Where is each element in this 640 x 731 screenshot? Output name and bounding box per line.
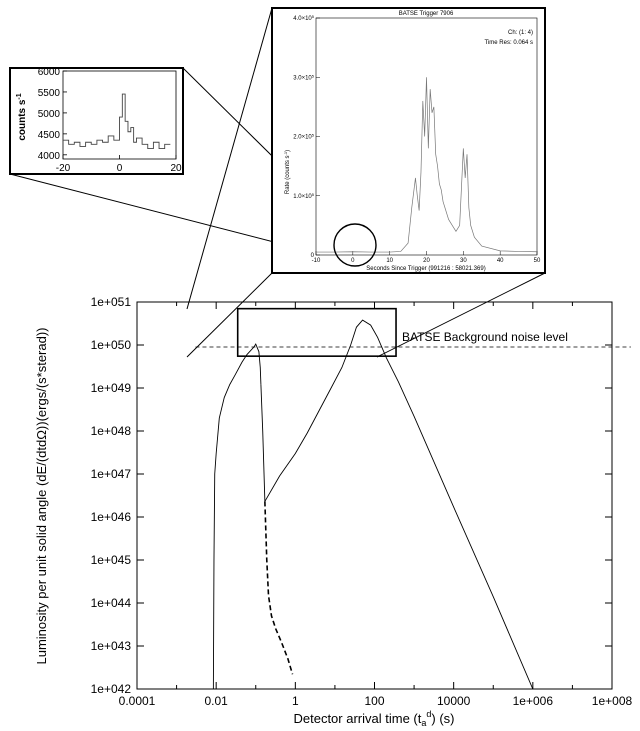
batse-y-tick-label: 4.0×105: [293, 14, 315, 22]
main-x-tick-label: 0.01: [204, 694, 228, 708]
zoom-ticks: [62, 70, 177, 159]
connector-line: [376, 272, 546, 358]
zoom-step-curve: [63, 93, 171, 149]
zoom-y-tick-label: 5000: [38, 109, 61, 120]
batse-title: BATSE Trigger 7906: [399, 11, 454, 17]
zoom-box: [236, 307, 397, 357]
batse-inset-outer-frame: [271, 7, 546, 274]
main-x-tick-label: 1e+008: [592, 694, 633, 708]
main-y-tick-label: 1e+047: [91, 467, 132, 481]
zoom-x-tick-label: 20: [170, 163, 182, 174]
batse-legend-time-res: Time Res: 0.064 s: [485, 40, 533, 46]
main-y-axis-label: Luminosity per unit solid angle (dE/(dtd…: [34, 327, 49, 664]
batse-series: [316, 77, 538, 253]
main-y-tick-label: 1e+043: [91, 639, 132, 653]
connector-line: [186, 7, 273, 310]
zoom-y-tick-label: 5500: [38, 88, 61, 99]
batse-y-tick-label: 0: [311, 253, 315, 259]
main-series-line: [264, 319, 552, 690]
batse-x-tick-label: 40: [497, 258, 504, 264]
zoom-y-tick-labels: 4000 4500 5000 5500 6000: [38, 67, 61, 162]
main-x-tick-label: 10000: [437, 694, 471, 708]
batse-x-tick-label: 50: [534, 258, 541, 264]
main-y-tick-label: 1e+044: [91, 596, 132, 610]
zoom-x-tick-label: 0: [117, 163, 123, 174]
batse-x-tick-label: 0: [351, 258, 355, 264]
main-x-tick-label: 0.0001: [119, 694, 156, 708]
batse-y-tick-label: 1.0×105: [293, 192, 315, 200]
main-y-tick-label: 1e+042: [91, 682, 132, 696]
zoom-circle: [333, 223, 377, 267]
main-y-tick-label: 1e+050: [91, 338, 132, 352]
main-x-tick-label: 1e+006: [513, 694, 554, 708]
main-series-line: [260, 384, 266, 502]
batse-light-curve: [316, 77, 538, 253]
zoom-y-axis-label: counts s-1: [16, 93, 28, 140]
zoom-inset-outer-frame: [9, 67, 184, 175]
batse-x-tick-label: 10: [386, 258, 393, 264]
zoom-y-tick-label: 4500: [38, 130, 61, 141]
batse-y-tick-label: 2.0×105: [293, 133, 315, 141]
connector-lines-batse: [186, 7, 546, 358]
main-ticks: [136, 301, 613, 690]
main-y-tick-label: 1e+045: [91, 553, 132, 567]
main-series-line: [212, 343, 262, 690]
batse-inset: BATSE Trigger 7906 Ch: (1: 4) Time Res: …: [271, 7, 546, 274]
main-plot: 0.0001 0.01 1 100 10000 1e+006 1e+008 1e+0421e…: [34, 295, 633, 728]
main-series: [212, 319, 552, 690]
main-x-tick-label: 1: [292, 694, 299, 708]
main-y-tick-label: 1e+049: [91, 381, 132, 395]
main-x-axis-label: Detector arrival time (tad) (s): [293, 709, 454, 728]
main-y-tick-label: 1e+046: [91, 510, 132, 524]
zoom-y-tick-label: 4000: [38, 151, 61, 162]
batse-x-tick-label: 30: [460, 258, 467, 264]
main-x-tick-label: 100: [364, 694, 384, 708]
main-plot-frame: [136, 301, 613, 690]
batse-y-axis-label: Rate (counts s-1): [283, 150, 291, 194]
zoom-inset: -20 0 20 4000 4500 5000 5500 6000 counts s-1: [9, 67, 184, 175]
zoom-x-tick-label: -20: [56, 163, 71, 174]
batse-x-tick-labels: -10 0 10 20 30 40 50: [312, 258, 541, 264]
zoom-series: [63, 93, 171, 149]
batse-ticks: [315, 17, 538, 256]
main-y-tick-label: 1e+048: [91, 424, 132, 438]
zoom-x-tick-labels: -20 0 20: [56, 163, 182, 174]
batse-y-tick-label: 3.0×105: [293, 73, 315, 81]
main-series-line: [264, 501, 294, 675]
main-y-tick-labels: 1e+042 1e+043 1e+044 1e+045 1e+046 1e+047 1e+0…: [91, 295, 132, 696]
batse-x-tick-label: -10: [312, 258, 321, 264]
main-x-tick-labels: 0.0001 0.01 1 100 10000 1e+006 1e+008: [119, 694, 633, 708]
batse-legend-channel: Ch: (1: 4): [508, 30, 533, 36]
batse-x-tick-label: 20: [423, 258, 430, 264]
batse-y-tick-labels: 0 1.0×105 2.0×105 3.0×105 4.0×105: [293, 14, 315, 259]
zoom-y-tick-label: 6000: [38, 67, 61, 78]
batse-x-axis-label: Seconds Since Trigger (991216 : 58021.36…: [366, 266, 485, 272]
background-noise-label: BATSE Background noise level: [402, 330, 568, 344]
connector-line: [186, 272, 273, 358]
main-y-tick-label: 1e+051: [91, 295, 132, 309]
